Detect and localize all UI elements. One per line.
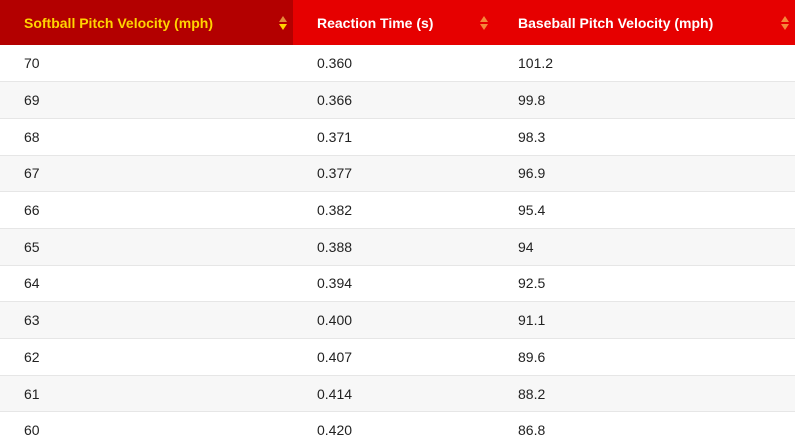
cell-baseball-velocity: 99.8 <box>494 81 795 119</box>
cell-softball-velocity: 60 <box>0 411 293 446</box>
sort-descending-icon <box>279 23 287 30</box>
cell-baseball-velocity: 94 <box>494 228 795 266</box>
cell-softball-velocity: 68 <box>0 118 293 156</box>
column-header-label: Baseball Pitch Velocity (mph) <box>518 14 714 31</box>
table-row: 67 0.377 96.9 <box>0 155 795 193</box>
cell-reaction-time: 0.400 <box>293 301 494 339</box>
cell-reaction-time: 0.394 <box>293 265 494 303</box>
cell-baseball-velocity: 89.6 <box>494 338 795 376</box>
sort-descending-icon <box>781 23 789 30</box>
cell-baseball-velocity: 88.2 <box>494 375 795 413</box>
cell-softball-velocity: 66 <box>0 191 293 229</box>
cell-reaction-time: 0.366 <box>293 81 494 119</box>
sort-ascending-icon <box>781 15 789 22</box>
cell-reaction-time: 0.360 <box>293 45 494 83</box>
cell-reaction-time: 0.377 <box>293 155 494 193</box>
column-header-label: Reaction Time (s) <box>317 14 434 31</box>
table-row: 63 0.400 91.1 <box>0 301 795 339</box>
cell-softball-velocity: 64 <box>0 265 293 303</box>
table-row: 64 0.394 92.5 <box>0 265 795 303</box>
table-row: 68 0.371 98.3 <box>0 118 795 156</box>
sort-arrows-icon[interactable] <box>278 13 288 33</box>
table-row: 61 0.414 88.2 <box>0 375 795 413</box>
table-row: 60 0.420 86.8 <box>0 411 795 446</box>
cell-reaction-time: 0.420 <box>293 411 494 446</box>
column-header-label: Softball Pitch Velocity (mph) <box>24 14 214 31</box>
cell-softball-velocity: 65 <box>0 228 293 266</box>
cell-baseball-velocity: 98.3 <box>494 118 795 156</box>
cell-softball-velocity: 62 <box>0 338 293 376</box>
cell-baseball-velocity: 91.1 <box>494 301 795 339</box>
column-header-softball-velocity[interactable]: Softball Pitch Velocity (mph) <box>0 0 293 45</box>
table-header-row: Softball Pitch Velocity (mph) Reaction T… <box>0 0 795 45</box>
cell-baseball-velocity: 86.8 <box>494 411 795 446</box>
cell-baseball-velocity: 96.9 <box>494 155 795 193</box>
sort-descending-icon <box>480 23 488 30</box>
cell-reaction-time: 0.388 <box>293 228 494 266</box>
table-row: 69 0.366 99.8 <box>0 81 795 119</box>
cell-baseball-velocity: 92.5 <box>494 265 795 303</box>
table-row: 66 0.382 95.4 <box>0 191 795 229</box>
column-header-reaction-time[interactable]: Reaction Time (s) <box>293 0 494 45</box>
cell-reaction-time: 0.414 <box>293 375 494 413</box>
column-header-baseball-velocity[interactable]: Baseball Pitch Velocity (mph) <box>494 0 795 45</box>
cell-softball-velocity: 61 <box>0 375 293 413</box>
cell-reaction-time: 0.382 <box>293 191 494 229</box>
sort-ascending-icon <box>480 15 488 22</box>
table-row: 65 0.388 94 <box>0 228 795 266</box>
table-row: 70 0.360 101.2 <box>0 45 795 83</box>
cell-baseball-velocity: 101.2 <box>494 45 795 83</box>
cell-softball-velocity: 70 <box>0 45 293 83</box>
cell-baseball-velocity: 95.4 <box>494 191 795 229</box>
cell-reaction-time: 0.407 <box>293 338 494 376</box>
cell-reaction-time: 0.371 <box>293 118 494 156</box>
sort-arrows-icon[interactable] <box>780 13 790 33</box>
cell-softball-velocity: 67 <box>0 155 293 193</box>
cell-softball-velocity: 69 <box>0 81 293 119</box>
sort-ascending-icon <box>279 15 287 22</box>
table-row: 62 0.407 89.6 <box>0 338 795 376</box>
sort-arrows-icon[interactable] <box>479 13 489 33</box>
cell-softball-velocity: 63 <box>0 301 293 339</box>
